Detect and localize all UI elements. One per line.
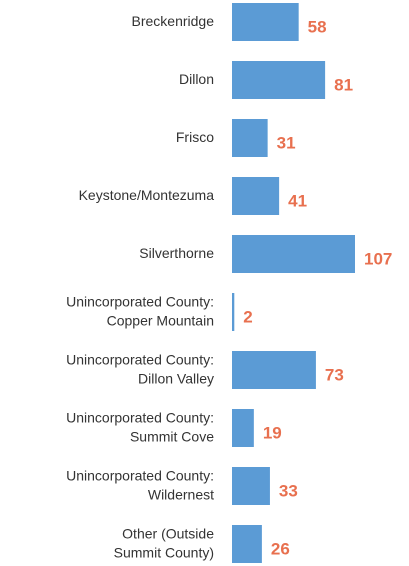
category-label: Frisco: [176, 129, 214, 145]
value-label: 107: [364, 249, 392, 268]
bar: [232, 409, 254, 447]
bar: [232, 351, 316, 389]
value-label: 73: [325, 365, 344, 384]
value-label: 26: [271, 539, 290, 558]
category-label: Unincorporated County: Copper Mountain: [66, 293, 214, 328]
bar: [232, 525, 262, 563]
bar: [232, 235, 355, 273]
bar: [232, 61, 326, 99]
category-label: Breckenridge: [132, 13, 215, 29]
category-label: Keystone/Montezuma: [79, 187, 215, 203]
category-label: Unincorporated County: Wildernest: [66, 467, 214, 502]
category-label: Unincorporated County: Dillon Valley: [66, 351, 214, 386]
bar: [232, 177, 280, 215]
bar: [232, 467, 270, 505]
value-label: 58: [308, 17, 327, 36]
category-label: Dillon: [179, 71, 214, 87]
bar: [232, 3, 299, 41]
value-label: 81: [334, 75, 353, 94]
bar: [232, 119, 268, 157]
value-label: 41: [288, 191, 307, 210]
category-label: Unincorporated County: Summit Cove: [66, 409, 214, 444]
value-label: 2: [243, 307, 252, 326]
bar: [232, 293, 235, 331]
value-label: 19: [263, 423, 282, 442]
value-label: 33: [279, 481, 298, 500]
value-label: 31: [277, 133, 296, 152]
category-label: Other (Outside Summit County): [114, 525, 215, 560]
category-label: Silverthorne: [139, 245, 214, 261]
